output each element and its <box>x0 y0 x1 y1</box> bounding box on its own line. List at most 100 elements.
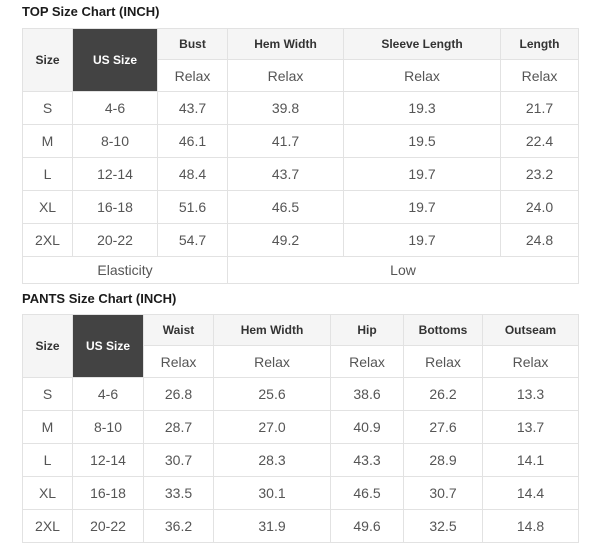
cell-us-size: 20-22 <box>72 509 144 543</box>
cell-size: S <box>22 377 73 411</box>
cell-value: 41.7 <box>227 124 344 158</box>
cell-value: 36.2 <box>143 509 214 543</box>
top-subheader-row: Relax Relax Relax Relax <box>23 59 579 92</box>
elasticity-row: Elasticity Low <box>22 256 579 284</box>
cell-value: 19.5 <box>343 124 501 158</box>
cell-value: 46.1 <box>157 124 228 158</box>
top-col-header-length: Length <box>500 28 579 60</box>
table-row: M 8-10 28.7 27.0 40.9 27.6 13.7 <box>22 410 579 444</box>
top-fit-bust: Relax <box>157 59 228 92</box>
cell-value: 28.3 <box>213 443 331 477</box>
cell-value: 38.6 <box>330 377 404 411</box>
top-col-header-sleeve-length: Sleeve Length <box>343 28 501 60</box>
pants-col-header-hip: Hip <box>330 314 404 346</box>
cell-us-size: 20-22 <box>72 223 158 257</box>
cell-value: 48.4 <box>157 157 228 191</box>
cell-value: 31.9 <box>213 509 331 543</box>
cell-size: 2XL <box>22 223 73 257</box>
cell-us-size: 4-6 <box>72 91 158 125</box>
cell-size: M <box>22 410 73 444</box>
cell-value: 13.7 <box>482 410 579 444</box>
cell-value: 19.3 <box>343 91 501 125</box>
table-row: L 12-14 48.4 43.7 19.7 23.2 <box>22 157 579 191</box>
pants-col-header-waist: Waist <box>143 314 214 346</box>
cell-value: 54.7 <box>157 223 228 257</box>
cell-value: 43.7 <box>227 157 344 191</box>
cell-value: 26.2 <box>403 377 483 411</box>
cell-value: 32.5 <box>403 509 483 543</box>
pants-chart-title: PANTS Size Chart (INCH) <box>22 291 177 306</box>
pants-fit-bottoms: Relax <box>403 345 483 378</box>
cell-size: XL <box>22 476 73 510</box>
cell-value: 28.7 <box>143 410 214 444</box>
cell-value: 19.7 <box>343 157 501 191</box>
cell-size: XL <box>22 190 73 224</box>
cell-value: 49.6 <box>330 509 404 543</box>
top-fit-sleeve-length: Relax <box>343 59 501 92</box>
pants-size-table: Size US Size Waist Hem Width Hip Bottoms… <box>22 314 579 543</box>
cell-value: 24.8 <box>500 223 579 257</box>
table-row: L 12-14 30.7 28.3 43.3 28.9 14.1 <box>22 443 579 477</box>
cell-value: 22.4 <box>500 124 579 158</box>
cell-value: 13.3 <box>482 377 579 411</box>
cell-value: 14.1 <box>482 443 579 477</box>
table-row: S 4-6 26.8 25.6 38.6 26.2 13.3 <box>22 377 579 411</box>
cell-us-size: 16-18 <box>72 476 144 510</box>
top-fit-hem-width: Relax <box>227 59 344 92</box>
cell-us-size: 8-10 <box>72 124 158 158</box>
cell-value: 43.7 <box>157 91 228 125</box>
table-row: S 4-6 43.7 39.8 19.3 21.7 <box>22 91 579 125</box>
pants-header-row: Size US Size Waist Hem Width Hip Bottoms… <box>22 314 579 378</box>
cell-size: L <box>22 443 73 477</box>
cell-value: 40.9 <box>330 410 404 444</box>
cell-value: 27.0 <box>213 410 331 444</box>
cell-us-size: 4-6 <box>72 377 144 411</box>
cell-value: 14.8 <box>482 509 579 543</box>
cell-us-size: 8-10 <box>72 410 144 444</box>
table-row: XL 16-18 51.6 46.5 19.7 24.0 <box>22 190 579 224</box>
table-row: XL 16-18 33.5 30.1 46.5 30.7 14.4 <box>22 476 579 510</box>
cell-value: 27.6 <box>403 410 483 444</box>
cell-us-size: 12-14 <box>72 443 144 477</box>
cell-value: 46.5 <box>330 476 404 510</box>
cell-value: 25.6 <box>213 377 331 411</box>
cell-value: 46.5 <box>227 190 344 224</box>
top-fit-length: Relax <box>500 59 579 92</box>
cell-value: 33.5 <box>143 476 214 510</box>
cell-size: M <box>22 124 73 158</box>
pants-subheader-row: Relax Relax Relax Relax Relax <box>23 345 579 378</box>
pants-col-header-hem-width: Hem Width <box>213 314 331 346</box>
pants-col-header-us-size: US Size <box>72 314 144 378</box>
cell-value: 19.7 <box>343 223 501 257</box>
cell-size: L <box>22 157 73 191</box>
cell-value: 21.7 <box>500 91 579 125</box>
pants-fit-hip: Relax <box>330 345 404 378</box>
cell-value: 49.2 <box>227 223 344 257</box>
cell-value: 30.7 <box>403 476 483 510</box>
pants-col-header-outseam: Outseam <box>482 314 579 346</box>
cell-us-size: 12-14 <box>72 157 158 191</box>
top-col-header-bust: Bust <box>157 28 228 60</box>
top-col-header-us-size: US Size <box>72 28 158 92</box>
cell-value: 14.4 <box>482 476 579 510</box>
table-row: 2XL 20-22 54.7 49.2 19.7 24.8 <box>22 223 579 257</box>
cell-value: 19.7 <box>343 190 501 224</box>
pants-col-header-size: Size <box>22 314 73 378</box>
cell-value: 30.1 <box>213 476 331 510</box>
pants-fit-outseam: Relax <box>482 345 579 378</box>
top-col-header-size: Size <box>22 28 73 92</box>
table-row: M 8-10 46.1 41.7 19.5 22.4 <box>22 124 579 158</box>
top-chart-title: TOP Size Chart (INCH) <box>22 4 160 19</box>
cell-us-size: 16-18 <box>72 190 158 224</box>
cell-value: 30.7 <box>143 443 214 477</box>
top-header-row: Size US Size Bust Hem Width Sleeve Lengt… <box>22 28 579 92</box>
cell-size: 2XL <box>22 509 73 543</box>
cell-value: 39.8 <box>227 91 344 125</box>
elasticity-label: Elasticity <box>22 256 228 284</box>
elasticity-value: Low <box>227 256 579 284</box>
cell-value: 23.2 <box>500 157 579 191</box>
cell-value: 28.9 <box>403 443 483 477</box>
cell-value: 43.3 <box>330 443 404 477</box>
top-size-table: Size US Size Bust Hem Width Sleeve Lengt… <box>22 28 579 284</box>
cell-value: 51.6 <box>157 190 228 224</box>
